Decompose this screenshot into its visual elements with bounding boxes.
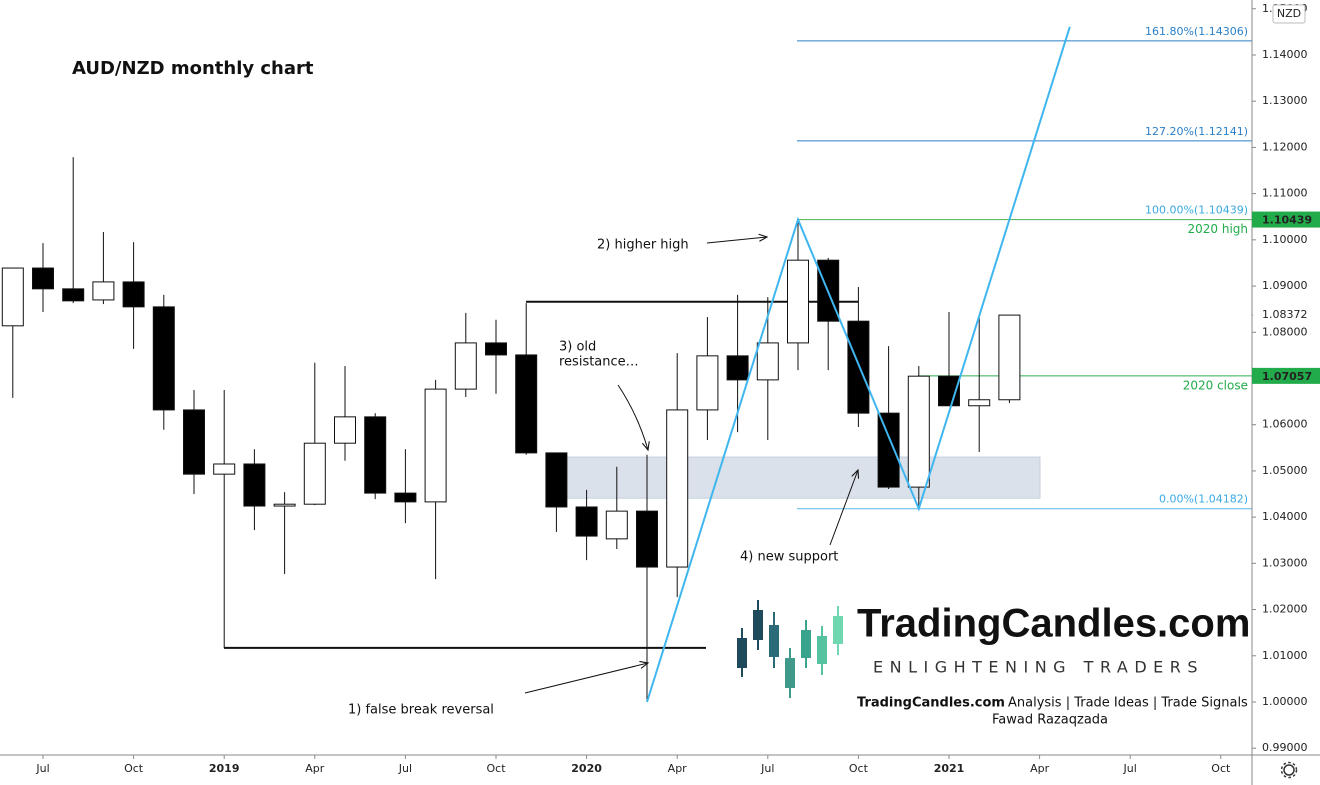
currency-box bbox=[1272, 4, 1306, 24]
candle-body bbox=[424, 388, 447, 503]
annotation: 3) old bbox=[559, 340, 596, 355]
candle-body bbox=[605, 510, 628, 540]
fib-label: 161.80%(1.14306) bbox=[1145, 25, 1248, 38]
x-tick-label: Apr bbox=[668, 762, 688, 775]
annotation-arrow bbox=[829, 470, 858, 546]
y-tick-label: 1.05000 bbox=[1262, 464, 1308, 477]
candle-body bbox=[515, 354, 538, 454]
y-tick-label: 1.08000 bbox=[1262, 325, 1308, 338]
candle-body bbox=[364, 416, 387, 494]
x-tick-label: 2020 bbox=[571, 762, 602, 775]
annotation-arrow bbox=[617, 384, 648, 450]
y-tick-label: 1.03000 bbox=[1262, 556, 1308, 569]
services: Analysis | Trade Ideas | Trade Signals bbox=[1008, 696, 1248, 711]
y-tick-label: 0.99000 bbox=[1262, 741, 1308, 754]
x-tick-label: 2019 bbox=[209, 762, 240, 775]
candle-body bbox=[907, 375, 930, 488]
candle-body bbox=[696, 355, 719, 411]
y-tick-label: 1.13000 bbox=[1262, 94, 1308, 107]
candle-body bbox=[183, 409, 205, 475]
zigzag bbox=[646, 26, 1071, 703]
annotation-arrow bbox=[706, 237, 767, 244]
x-tick-label: Jul bbox=[398, 762, 412, 775]
candle-body bbox=[334, 416, 356, 444]
y-tick-label: 1.00000 bbox=[1262, 695, 1308, 708]
y-tick-label: 1.11000 bbox=[1262, 187, 1308, 200]
level-note: 2020 high bbox=[1187, 222, 1248, 236]
candle-body bbox=[726, 355, 749, 381]
annotation: 2) higher high bbox=[597, 238, 689, 253]
site: TradingCandles.com bbox=[857, 696, 1005, 711]
candle-body bbox=[32, 267, 54, 290]
x-tick-label: Oct bbox=[486, 762, 506, 775]
tagline: ENLIGHTENING TRADERS bbox=[873, 658, 1204, 677]
author: Fawad Razaqzada bbox=[992, 713, 1108, 728]
candle-body bbox=[1, 267, 24, 327]
candle-body bbox=[394, 492, 417, 503]
annotation-arrow bbox=[524, 663, 648, 694]
candle-body bbox=[636, 510, 658, 568]
fib-label: 127.20%(1.12141) bbox=[1145, 125, 1248, 138]
y-tick-label: 1.10000 bbox=[1262, 233, 1308, 246]
x-tick-label: Jul bbox=[760, 762, 774, 775]
candle-body bbox=[847, 320, 870, 414]
x-tick-label: Apr bbox=[305, 762, 325, 775]
y-tick-label: 1.12000 bbox=[1262, 140, 1308, 153]
price-badge-label: 1.10439 bbox=[1262, 214, 1312, 227]
x-tick-label: Oct bbox=[1211, 762, 1231, 775]
candle-body bbox=[485, 342, 507, 356]
support-zone bbox=[555, 456, 1041, 499]
annotation: 1) false break reversal bbox=[348, 703, 494, 718]
x-tick-label: Jul bbox=[35, 762, 49, 775]
x-tick-label: Apr bbox=[1030, 762, 1050, 775]
price-badge bbox=[1252, 367, 1320, 384]
candle-body bbox=[243, 463, 266, 507]
plot-area bbox=[1, 26, 1252, 703]
fib-label: 100.00%(1.10439) bbox=[1145, 204, 1248, 217]
candle-body bbox=[545, 452, 568, 508]
y-tick-label: 1.14000 bbox=[1262, 48, 1308, 61]
candle-body bbox=[62, 288, 85, 302]
y-tick-label: 1.02000 bbox=[1262, 603, 1308, 616]
last-price-label: 1.08372 bbox=[1262, 308, 1308, 321]
fib-label: 0.00%(1.04182) bbox=[1159, 493, 1248, 506]
chart-title: AUD/NZD monthly chart bbox=[72, 58, 314, 79]
candle-body bbox=[998, 314, 1021, 401]
y-tick-label: 1.09000 bbox=[1262, 279, 1308, 292]
level-note: 2020 close bbox=[1183, 378, 1248, 392]
candle-body bbox=[92, 281, 115, 301]
candle-body bbox=[666, 409, 689, 568]
price-badge bbox=[1252, 211, 1320, 228]
candle-body bbox=[877, 412, 900, 488]
candle-body bbox=[152, 306, 175, 411]
candle-body bbox=[273, 503, 296, 507]
x-tick-label: 2021 bbox=[934, 762, 965, 775]
x-tick-label: Oct bbox=[124, 762, 144, 775]
y-tick-label: 1.01000 bbox=[1262, 649, 1308, 662]
price-badge-label: 1.07057 bbox=[1262, 370, 1312, 383]
candle-body bbox=[756, 342, 779, 381]
candle-body bbox=[968, 399, 991, 407]
annotation: 4) new support bbox=[740, 550, 838, 565]
settings-icon[interactable] bbox=[1280, 761, 1298, 779]
y-tick-label: 1.06000 bbox=[1262, 418, 1308, 431]
x-tick-label: Jul bbox=[1123, 762, 1137, 775]
candle-body bbox=[122, 281, 145, 308]
brand: TradingCandles.com bbox=[857, 602, 1250, 646]
candle-body bbox=[213, 463, 236, 475]
annotation: resistance… bbox=[559, 355, 639, 370]
logo-candles bbox=[737, 600, 843, 698]
currency: NZD bbox=[1277, 7, 1301, 20]
last-price-bg bbox=[1253, 307, 1319, 324]
x-tick-label: Oct bbox=[849, 762, 869, 775]
candle-body bbox=[787, 259, 809, 344]
candle-body bbox=[575, 506, 598, 537]
candle-body bbox=[454, 342, 477, 390]
candle-body bbox=[303, 442, 326, 505]
y-tick-label: 1.04000 bbox=[1262, 510, 1308, 523]
